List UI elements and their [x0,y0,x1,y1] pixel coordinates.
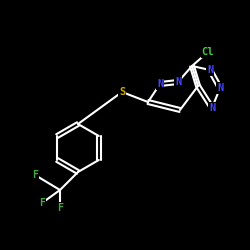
Text: N: N [209,103,215,113]
Text: N: N [207,65,213,75]
Text: F: F [57,203,63,213]
Text: F: F [39,198,45,208]
Text: F: F [32,170,38,180]
Text: S: S [119,87,125,97]
Text: Cl: Cl [202,47,214,57]
Text: N: N [175,77,181,87]
Text: N: N [217,83,223,93]
Text: N: N [157,79,163,89]
